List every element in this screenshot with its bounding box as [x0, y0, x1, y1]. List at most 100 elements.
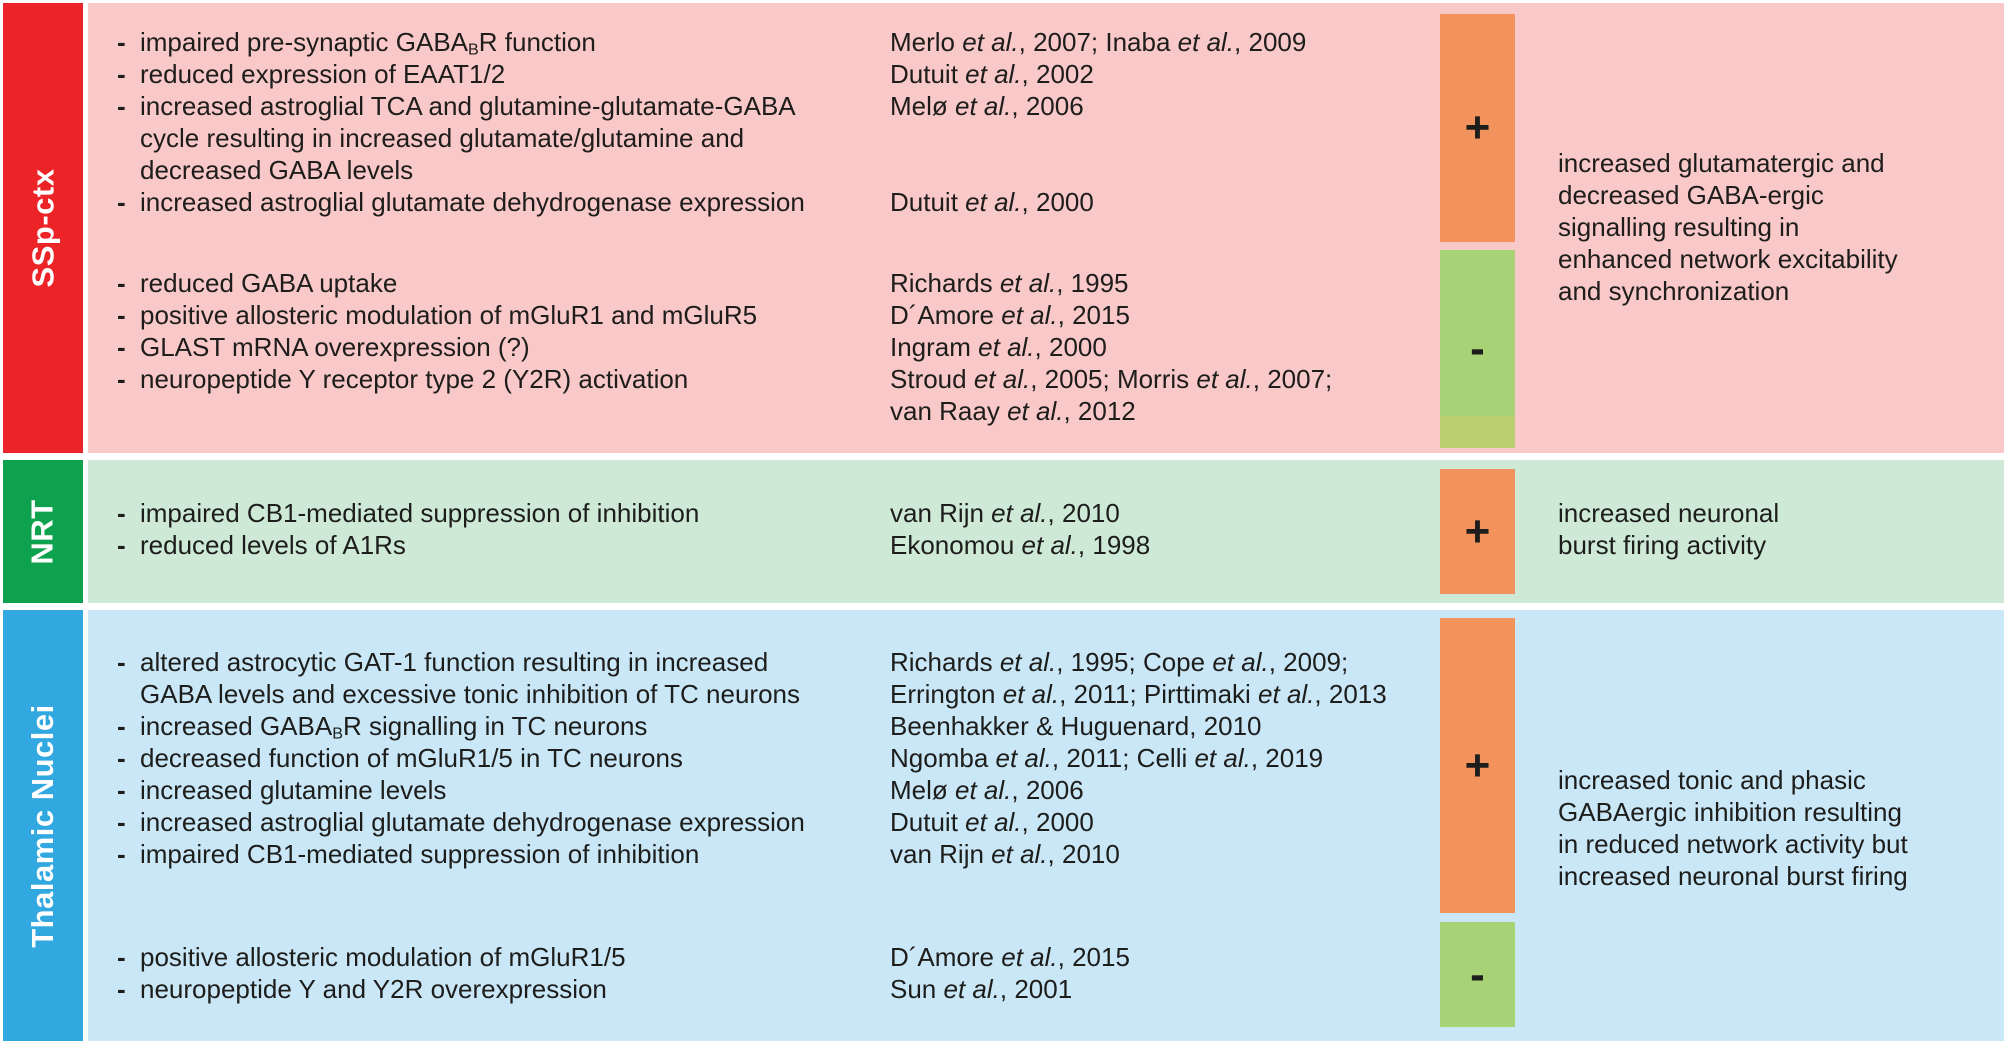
italic-text: et al. — [978, 332, 1035, 362]
row-summary: increased tonic and phasic GABAergic inhi… — [1558, 764, 1908, 892]
bullet-dash: - — [117, 300, 126, 330]
bullet-dash: - — [117, 775, 126, 805]
finding-line: - reduced GABA uptake Richards et al., 199… — [117, 267, 2004, 299]
text-segment: , 2009 — [1234, 27, 1307, 57]
text-segment: , 2012 — [1063, 396, 1136, 426]
text-segment: , 2013 — [1314, 679, 1387, 709]
plus-sign: + — [1464, 506, 1491, 556]
finding-line: cycle resulting in increased glutamate/g… — [117, 122, 2004, 154]
summary-line: increased neuronal — [1558, 498, 1780, 528]
bullet-dash: - — [117, 59, 126, 89]
text-segment: Melø — [890, 91, 955, 121]
finding-line: - impaired CB1-mediated suppression of in… — [117, 838, 2004, 870]
minus-box: - — [1440, 922, 1515, 1027]
reference-text: Merlo et al., 2007; Inaba et al., 2009 — [890, 26, 1306, 58]
reference-text: Beenhakker & Huguenard, 2010 — [890, 711, 1262, 741]
reference-text: Dutuit et al., 2000 — [890, 186, 1094, 218]
reference-text: Ingram et al., 2000 — [890, 331, 1107, 363]
text-segment: , 2007; — [1252, 364, 1333, 394]
italic-text: et al. — [1001, 300, 1058, 330]
italic-text: et al. — [999, 647, 1057, 677]
text-segment: D´Amore — [890, 942, 1002, 972]
bullet-dash: - — [117, 711, 126, 741]
finding-text: decreased GABA levels — [140, 155, 414, 185]
text-segment: , 2010 — [1047, 839, 1120, 869]
text-segment: Ekonomou — [890, 530, 1022, 560]
finding-text: increased astroglial glutamate dehydroge… — [140, 187, 805, 217]
text-segment: van Raay — [890, 396, 1008, 426]
row-label-text: SSp-ctx — [25, 168, 61, 288]
finding-line: - neuropeptide Y receptor type 2 (Y2R) ac… — [117, 363, 2004, 395]
finding-group: - altered astrocytic GAT-1 function resul… — [117, 646, 2004, 870]
finding-text: cycle resulting in increased glutamate/g… — [140, 123, 745, 153]
finding-text: GLAST mRNA overexpression (?) — [140, 332, 530, 362]
finding-line: - reduced levels of A1Rs Ekonomou et al., … — [117, 529, 2004, 561]
italic-text: et al. — [995, 743, 1052, 773]
reference-text: Melø et al., 2006 — [890, 774, 1084, 806]
finding-line: - increased astroglial TCA and glutamine-… — [117, 90, 2004, 122]
italic-text: et al. — [1177, 27, 1235, 57]
finding-text: impaired CB1-mediated suppression of inh… — [140, 498, 700, 528]
text-segment: Dutuit — [890, 187, 966, 217]
bullet-dash: - — [117, 647, 126, 677]
row-summary: increased glutamatergic and decreased GAB… — [1558, 147, 1898, 307]
findings-list: - impaired pre-synaptic GABABR function Me… — [117, 26, 2004, 427]
plus-box: + — [1440, 14, 1515, 242]
text-segment: , 2011; Pirttimaki — [1059, 679, 1259, 709]
finding-line: - increased GABABR signalling in TC neuro… — [117, 710, 2004, 743]
text-segment: , 2006 — [1011, 91, 1084, 121]
findings-list: - altered astrocytic GAT-1 function resul… — [117, 646, 2004, 1005]
summary-line: in reduced network activity but — [1558, 829, 1908, 859]
italic-text: et al. — [991, 839, 1048, 869]
text-segment: R signalling in TC neurons — [342, 711, 648, 741]
finding-group: - impaired pre-synaptic GABABR function Me… — [117, 26, 2004, 218]
finding-group: - positive allosteric modulation of mGluR… — [117, 941, 2004, 1005]
finding-text: reduced levels of A1Rs — [140, 530, 406, 560]
minus-sign: - — [1470, 324, 1485, 373]
plus-box: + — [1440, 618, 1515, 913]
finding-line: - increased glutamine levels Melø et al., … — [117, 774, 2004, 806]
minus-box: - — [1440, 250, 1515, 448]
reference-text: Ekonomou et al., 1998 — [890, 529, 1150, 561]
italic-text: et al. — [1194, 743, 1251, 773]
italic-text: et al. — [943, 974, 1000, 1004]
summary-line: enhanced network excitability — [1558, 244, 1898, 274]
finding-line: - positive allosteric modulation of mGluR… — [117, 299, 2004, 331]
text-segment: D´Amore — [890, 300, 1002, 330]
text-segment: , 2005; Morris — [1030, 364, 1197, 394]
summary-line: GABAergic inhibition resulting — [1558, 797, 1902, 827]
finding-line: decreased GABA levels — [117, 154, 2004, 186]
finding-text: positive allosteric modulation of mGluR1… — [140, 300, 758, 330]
bullet-dash: - — [117, 839, 126, 869]
text-segment: , 2011; Celli — [1051, 743, 1195, 773]
finding-text: altered astrocytic GAT-1 function result… — [140, 647, 769, 677]
row-content-ssp-ctx: - impaired pre-synaptic GABABR function Me… — [88, 3, 2004, 453]
plus-sign: + — [1464, 740, 1491, 790]
italic-text: et al. — [955, 775, 1012, 805]
text-segment: , 1995 — [1056, 268, 1129, 298]
reference-text: Richards et al., 1995 — [890, 267, 1129, 299]
reference-text: van Raay et al., 2012 — [890, 395, 1136, 427]
finding-line: - increased astroglial glutamate dehydrog… — [117, 186, 2004, 218]
finding-text: impaired pre-synaptic GABABR function — [140, 27, 596, 59]
text-segment: , 2007; Inaba — [1018, 27, 1178, 57]
italic-text: et al. — [1007, 396, 1064, 426]
text-segment: , 2001 — [999, 974, 1073, 1004]
italic-text: et al. — [965, 59, 1022, 89]
bullet-dash: - — [117, 91, 126, 121]
italic-text: et al. — [1021, 530, 1078, 560]
bullet-dash: - — [117, 268, 126, 298]
finding-line: - GLAST mRNA overexpression (?) Ingram et … — [117, 331, 2004, 363]
text-segment: , 2002 — [1021, 59, 1094, 89]
text-segment: Ingram — [890, 332, 979, 362]
italic-text: et al. — [991, 498, 1048, 528]
text-segment: , 2000 — [1034, 332, 1107, 362]
row-label-text: Thalamic Nuclei — [25, 703, 60, 948]
italic-text: et al. — [955, 91, 1012, 121]
text-segment: , 2019 — [1250, 743, 1324, 773]
text-segment: van Rijn — [890, 498, 992, 528]
finding-group: - reduced GABA uptake Richards et al., 199… — [117, 267, 2004, 427]
reference-text: Stroud et al., 2005; Morris et al., 2007… — [890, 363, 1332, 395]
text-segment: Dutuit — [890, 807, 966, 837]
text-segment: impaired pre-synaptic GABA — [140, 27, 469, 57]
